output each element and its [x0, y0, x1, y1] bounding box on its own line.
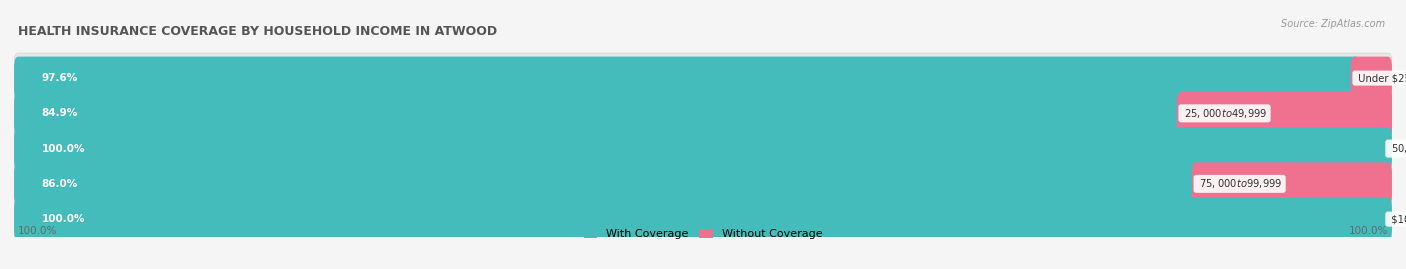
FancyBboxPatch shape: [14, 53, 1392, 103]
FancyBboxPatch shape: [14, 159, 1392, 209]
Text: 100.0%: 100.0%: [18, 226, 58, 236]
Text: 86.0%: 86.0%: [42, 179, 77, 189]
Text: 100.0%: 100.0%: [1348, 226, 1388, 236]
Text: Source: ZipAtlas.com: Source: ZipAtlas.com: [1281, 19, 1385, 29]
FancyBboxPatch shape: [14, 88, 1392, 138]
Text: HEALTH INSURANCE COVERAGE BY HOUSEHOLD INCOME IN ATWOOD: HEALTH INSURANCE COVERAGE BY HOUSEHOLD I…: [18, 24, 498, 38]
Text: 84.9%: 84.9%: [42, 108, 77, 118]
FancyBboxPatch shape: [14, 194, 1392, 244]
FancyBboxPatch shape: [14, 56, 1360, 100]
Text: $25,000 to $49,999: $25,000 to $49,999: [1181, 107, 1268, 120]
Text: 97.6%: 97.6%: [42, 73, 77, 83]
Text: Under $25,000: Under $25,000: [1355, 73, 1406, 83]
Text: $75,000 to $99,999: $75,000 to $99,999: [1197, 177, 1284, 190]
FancyBboxPatch shape: [1177, 92, 1393, 135]
FancyBboxPatch shape: [14, 162, 1201, 205]
Text: 100.0%: 100.0%: [42, 214, 86, 224]
FancyBboxPatch shape: [14, 123, 1392, 174]
FancyBboxPatch shape: [14, 198, 1392, 240]
Legend: With Coverage, Without Coverage: With Coverage, Without Coverage: [583, 229, 823, 239]
Text: $100,000 and over: $100,000 and over: [1388, 214, 1406, 224]
Text: 100.0%: 100.0%: [42, 144, 86, 154]
FancyBboxPatch shape: [1192, 162, 1392, 205]
FancyBboxPatch shape: [1351, 56, 1392, 100]
FancyBboxPatch shape: [14, 92, 1185, 135]
Text: $50,000 to $74,999: $50,000 to $74,999: [1388, 142, 1406, 155]
FancyBboxPatch shape: [14, 127, 1392, 170]
